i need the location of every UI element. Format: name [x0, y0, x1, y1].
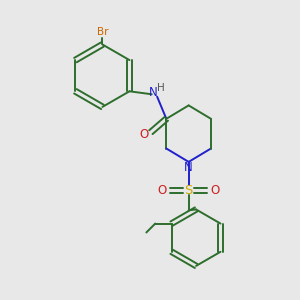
Text: O: O — [211, 184, 220, 196]
Text: N: N — [184, 161, 193, 174]
Text: H: H — [158, 83, 165, 93]
Text: O: O — [140, 128, 149, 141]
Text: N: N — [149, 86, 158, 99]
Text: O: O — [158, 184, 167, 196]
Text: Br: Br — [97, 27, 108, 37]
Text: S: S — [184, 184, 193, 196]
